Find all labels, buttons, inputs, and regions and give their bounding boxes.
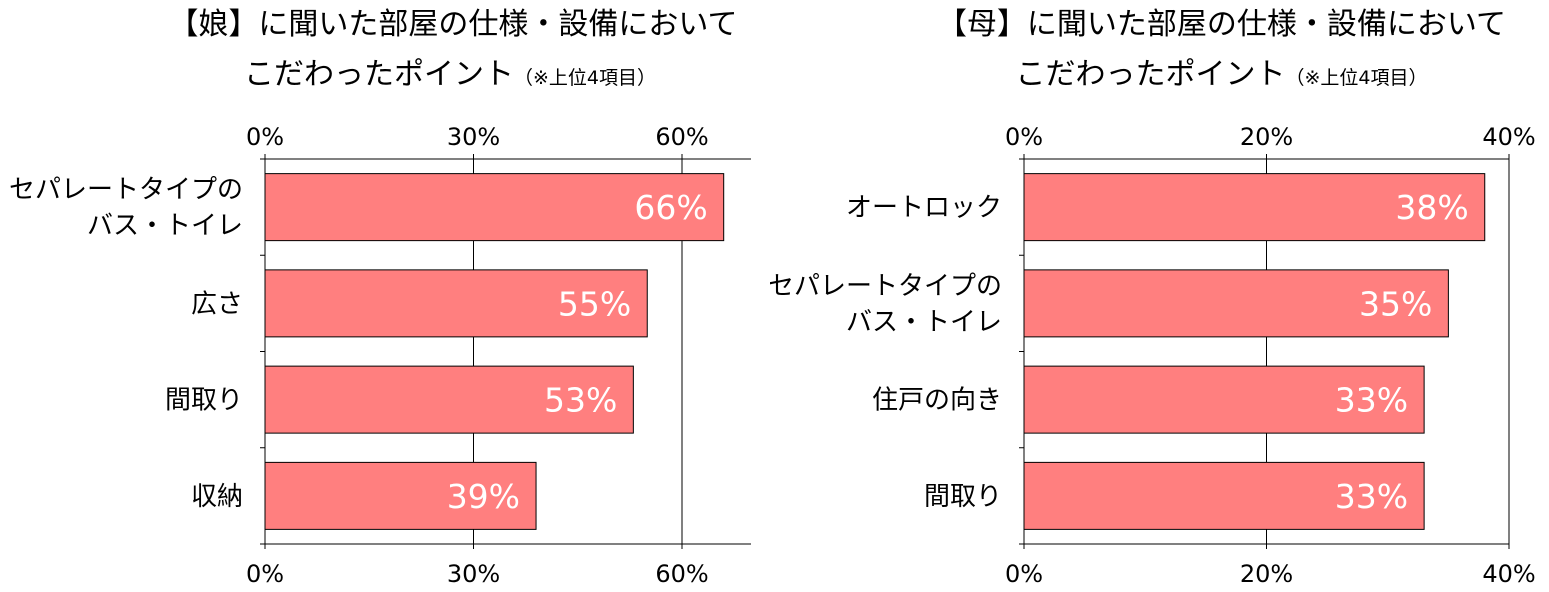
data-label: 39% xyxy=(447,477,520,516)
chart-title: 【娘】に聞いた部屋の仕様・設備において こだわったポイント（※上位4項目） xyxy=(0,0,770,103)
tick-label-top: 60% xyxy=(655,123,708,151)
data-label: 53% xyxy=(544,381,617,420)
tick-label-top: 0% xyxy=(1005,123,1043,151)
category-label: セパレートタイプの xyxy=(770,271,1002,301)
data-label: 35% xyxy=(1359,284,1432,323)
tick-label-bottom: 30% xyxy=(447,560,500,588)
daughter-chart: 【娘】に聞いた部屋の仕様・設備において こだわったポイント（※上位4項目） 66… xyxy=(0,0,770,592)
tick-label-bottom: 60% xyxy=(655,560,708,588)
category-label: 広さ xyxy=(191,289,243,319)
category-label: 住戸の向き xyxy=(872,386,1002,416)
bar xyxy=(1023,269,1449,338)
tick-label-bottom: 0% xyxy=(1005,560,1043,588)
bar xyxy=(264,173,725,242)
tick-label-top: 40% xyxy=(1482,123,1535,151)
tick-label-top: 30% xyxy=(447,123,500,151)
data-label: 66% xyxy=(634,188,707,227)
mother-chart: 【母】に聞いた部屋の仕様・設備において こだわったポイント（※上位4項目） 38… xyxy=(770,0,1549,592)
category-label: セパレートタイプの xyxy=(9,175,243,205)
data-label: 55% xyxy=(558,284,631,323)
category-label: 間取り xyxy=(165,386,243,416)
chart-title-line1: 【娘】に聞いた部屋の仕様・設備において xyxy=(168,7,738,42)
data-label: 33% xyxy=(1335,477,1408,516)
category-label: バス・トイレ xyxy=(87,211,243,241)
category-label: 間取り xyxy=(924,482,1002,512)
tick-label-top: 20% xyxy=(1240,123,1293,151)
chart-title-note: （※上位4項目） xyxy=(1285,67,1428,89)
category-label: オートロック xyxy=(846,193,1002,223)
tick-label-bottom: 40% xyxy=(1482,560,1535,588)
chart-title-line1: 【母】に聞いた部屋の仕様・設備において xyxy=(936,7,1507,42)
chart-title-line2: こだわったポイント xyxy=(243,57,514,92)
tick-label-bottom: 20% xyxy=(1240,560,1293,588)
chart-title-line2: こだわったポイント xyxy=(1015,57,1286,92)
chart-title-note: （※上位4項目） xyxy=(513,67,656,89)
category-label: 収納 xyxy=(191,482,243,512)
data-label: 38% xyxy=(1395,188,1468,227)
category-label: バス・トイレ xyxy=(846,307,1002,337)
tick-label-bottom: 0% xyxy=(246,560,284,588)
bar xyxy=(1023,461,1425,530)
chart-title: 【母】に聞いた部屋の仕様・設備において こだわったポイント（※上位4項目） xyxy=(770,0,1549,103)
tick-label-top: 0% xyxy=(246,123,284,151)
bar xyxy=(264,365,634,434)
bar xyxy=(1023,365,1425,434)
bar xyxy=(1023,173,1486,242)
bar xyxy=(264,461,537,530)
data-label: 33% xyxy=(1335,381,1408,420)
bar xyxy=(264,269,648,338)
